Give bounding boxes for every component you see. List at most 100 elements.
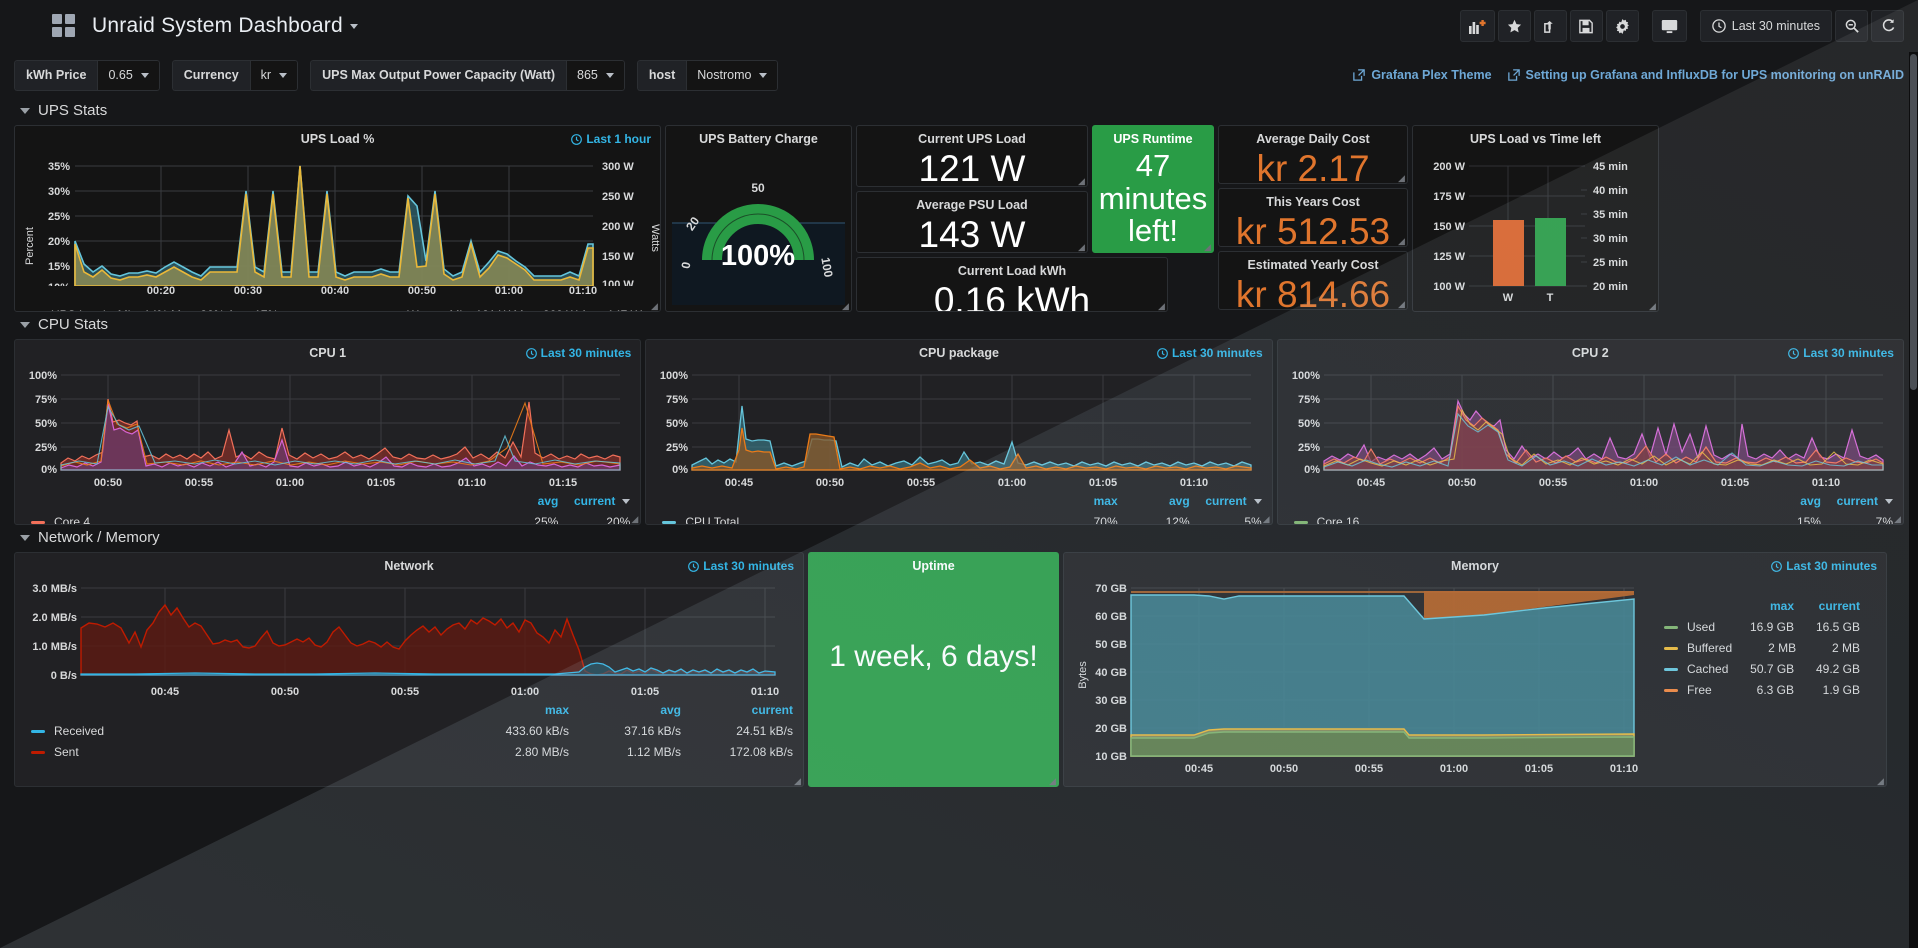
row-header-network-memory[interactable]: Network / Memory [0, 525, 1918, 552]
panel-resize-handle[interactable]: ◢ [1078, 176, 1085, 186]
panel-time-range[interactable]: Last 30 minutes [1788, 346, 1894, 360]
legend-header: max current [1664, 599, 1860, 613]
panel-ups-load-percent: UPS Load % Last 1 hour 35% 30% 25% 20% 1… [14, 125, 661, 312]
panel-title: UPS Battery Charge [699, 132, 818, 146]
time-picker-button[interactable]: Last 30 minutes [1699, 10, 1832, 42]
legend-label: Core 4 [54, 515, 91, 525]
legend-item-free[interactable]: Free 6.3 GB 1.9 GB [1664, 683, 1860, 697]
panel-resize-handle[interactable]: ◢ [1262, 514, 1270, 524]
svg-text:00:55: 00:55 [907, 477, 935, 489]
panel-resize-handle[interactable]: ◢ [794, 776, 801, 786]
svg-text:50%: 50% [1298, 418, 1320, 430]
panel-resize-handle[interactable]: ◢ [1204, 242, 1211, 252]
legend-header-avg[interactable]: avg [1800, 494, 1821, 508]
clock-icon [1788, 347, 1800, 359]
zoom-out-button[interactable] [1835, 10, 1868, 42]
row-header-ups-stats[interactable]: UPS Stats [0, 98, 1918, 125]
panel-resize-handle[interactable]: ◢ [1158, 301, 1165, 311]
panel-resize-handle[interactable]: ◢ [631, 514, 639, 524]
memory-legend: max current Used 16.9 GB 16.5 GB Buffere… [1664, 575, 1860, 786]
svg-text:100%: 100% [1292, 370, 1320, 382]
panel-resize-handle[interactable]: ◢ [1078, 242, 1085, 252]
legend-header-max[interactable]: max [1093, 494, 1118, 508]
share-button[interactable] [1533, 10, 1567, 42]
legend-value-current: 172.08 kB/s [729, 745, 793, 759]
variable-value[interactable]: 865 [566, 59, 625, 91]
legend-item-core-4[interactable]: Core 4 25% 20% [31, 515, 630, 525]
row-header-cpu-stats[interactable]: CPU Stats [0, 312, 1918, 339]
star-button[interactable] [1497, 10, 1531, 42]
legend-header-current[interactable]: current [1818, 599, 1860, 613]
panel-average-daily-cost: Average Daily Cost kr 2.17 ◢ [1218, 125, 1408, 184]
panel-resize-handle[interactable]: ◢ [1877, 776, 1884, 786]
svg-text:01:10: 01:10 [1180, 477, 1208, 489]
cpu1-chart: 100% 75% 50% 25% 0% [29, 370, 621, 476]
refresh-icon [1882, 19, 1894, 32]
legend-header-max[interactable]: max [1769, 599, 1794, 613]
save-button[interactable] [1569, 10, 1603, 42]
panel-time-range[interactable]: Last 30 minutes [1157, 346, 1263, 360]
variable-ups-max-output[interactable]: UPS Max Output Power Capacity (Watt) 865 [310, 59, 625, 91]
chevron-down-icon [20, 107, 30, 114]
legend-value-current: 1.9 GB [1822, 683, 1860, 697]
variable-value[interactable]: Nostromo [686, 59, 779, 91]
panel-time-range[interactable]: Last 30 minutes [525, 346, 631, 360]
legend-header-current[interactable]: current [558, 494, 631, 508]
panel-resize-handle[interactable]: ◢ [651, 301, 658, 311]
variable-currency[interactable]: Currency kr [171, 59, 299, 91]
link-ups-monitoring[interactable]: Setting up Grafana and InfluxDB for UPS … [1507, 68, 1904, 82]
legend-item-core-16[interactable]: Core 16 15% 7% [1293, 515, 1893, 524]
legend-header-current[interactable]: current [1190, 494, 1262, 508]
panel-resize-handle[interactable]: ◢ [1398, 173, 1405, 183]
legend-swatch [31, 750, 45, 754]
svg-text:0 B/s: 0 B/s [51, 670, 77, 682]
tv-mode-button[interactable] [1651, 10, 1687, 42]
variable-label: host [636, 59, 687, 91]
ups-load-chart: 35% 30% 25% 20% 15% 10% Percent 300 W 25… [15, 148, 660, 302]
panel-resize-handle[interactable]: ◢ [842, 301, 849, 311]
panel-resize-handle[interactable]: ◢ [1049, 776, 1056, 786]
dashboard-grid-icon[interactable] [52, 14, 76, 38]
panel-resize-handle[interactable]: ◢ [1398, 236, 1405, 246]
legend-item-cpu-total[interactable]: CPU Total 70% 12% 5% [662, 515, 1262, 524]
legend-swatch [1664, 625, 1678, 629]
legend-item-received[interactable]: Received 433.60 kB/s 37.16 kB/s 24.51 kB… [31, 724, 793, 738]
panel-resize-handle[interactable]: ◢ [1893, 514, 1901, 524]
panel-time-range[interactable]: Last 30 minutes [688, 559, 794, 573]
legend-header-avg[interactable]: avg [660, 703, 681, 717]
ups-load-vs-time-chart: 200 W 175 W 150 W 125 W 100 W 45 min 40 … [1433, 161, 1628, 304]
panel-resize-handle[interactable]: ◢ [1649, 301, 1656, 311]
refresh-button[interactable] [1871, 10, 1904, 42]
add-panel-button[interactable] [1459, 10, 1495, 42]
legend-item-used[interactable]: Used 16.9 GB 16.5 GB [1664, 620, 1860, 634]
variable-value[interactable]: 0.65 [97, 59, 160, 91]
svg-text:100%: 100% [660, 370, 688, 382]
chevron-down-icon [20, 534, 30, 541]
dashboard-title-menu[interactable]: Unraid System Dashboard [92, 14, 358, 38]
legend-label: Received [54, 724, 105, 738]
toolbar-buttons: Last 30 minutes [1459, 10, 1904, 42]
legend-header-avg[interactable]: avg [1168, 494, 1190, 508]
page-scrollbar[interactable] [1909, 52, 1918, 948]
variable-host[interactable]: host Nostromo [636, 59, 779, 91]
panel-time-range[interactable]: Last 30 minutes [1771, 559, 1877, 573]
svg-text:0%: 0% [41, 464, 57, 476]
svg-text:25 min: 25 min [1593, 257, 1628, 269]
svg-text:00:50: 00:50 [94, 477, 122, 489]
legend-header-current[interactable]: current [1821, 494, 1893, 508]
scrollbar-thumb[interactable] [1910, 54, 1917, 390]
settings-button[interactable] [1605, 10, 1639, 42]
legend-header-current[interactable]: current [751, 703, 793, 717]
legend-item-buffered[interactable]: Buffered 2 MB 2 MB [1664, 641, 1860, 655]
legend-header-max[interactable]: max [544, 703, 569, 717]
panel-time-range[interactable]: Last 1 hour [571, 132, 651, 146]
legend-item-sent[interactable]: Sent 2.80 MB/s 1.12 MB/s 172.08 kB/s [31, 745, 793, 759]
link-grafana-plex-theme[interactable]: Grafana Plex Theme [1353, 68, 1492, 82]
panel-resize-handle[interactable]: ◢ [1398, 299, 1405, 309]
cpu-package-chart: 100% 75% 50% 25% 0% [660, 370, 1252, 476]
legend-item-cached[interactable]: Cached 50.7 GB 49.2 GB [1664, 662, 1860, 676]
variable-kwh-price[interactable]: kWh Price 0.65 [14, 59, 160, 91]
variable-label: Currency [171, 59, 250, 91]
variable-value[interactable]: kr [249, 59, 299, 91]
legend-header-avg[interactable]: avg [537, 494, 559, 508]
